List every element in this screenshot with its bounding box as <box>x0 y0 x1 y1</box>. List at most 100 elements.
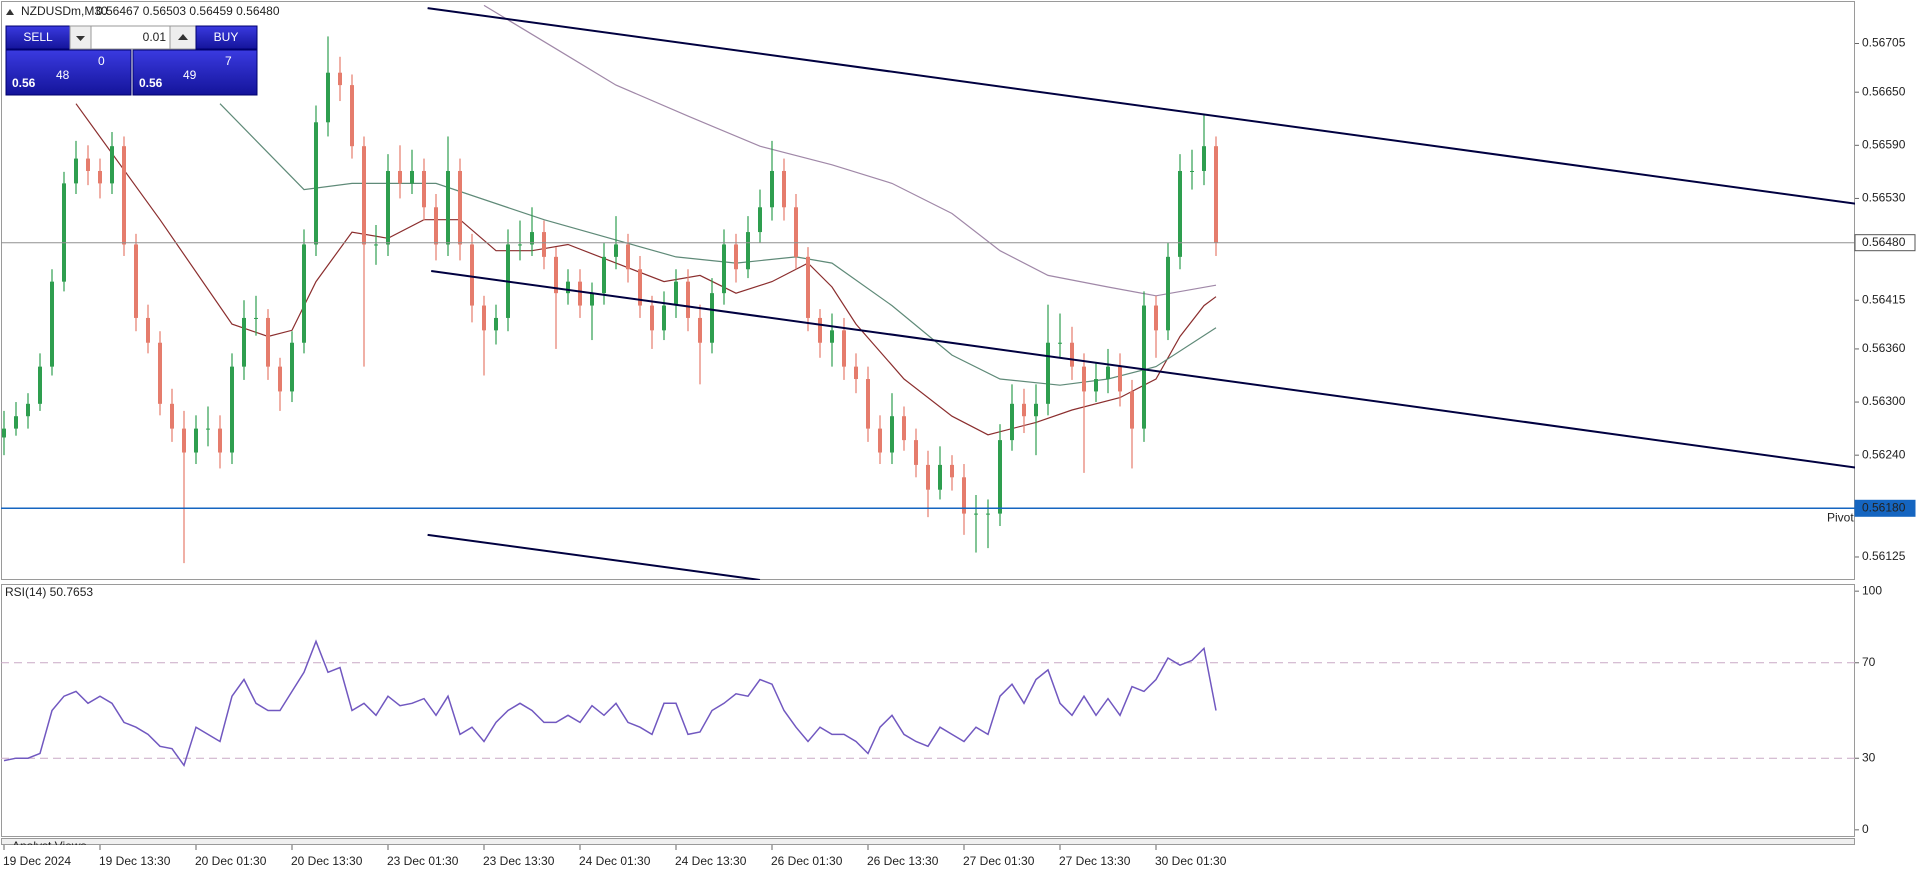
candle-body <box>1178 170 1182 257</box>
candle-body <box>470 244 474 306</box>
candle-body <box>254 317 258 319</box>
moving-average <box>483 4 1217 297</box>
candle-body <box>650 305 654 331</box>
candle-body <box>950 464 954 478</box>
candle-body <box>818 317 822 343</box>
candle-body <box>890 416 894 453</box>
candle-body <box>1082 366 1086 392</box>
y-tick-label: 0.56300 <box>1862 394 1906 408</box>
candle-body <box>206 428 210 430</box>
x-tick-label: 26 Dec 13:30 <box>867 854 939 868</box>
candle-body <box>566 281 570 294</box>
candle-body <box>386 170 390 245</box>
candle-body <box>170 403 174 429</box>
down-arrow[interactable] <box>76 36 85 41</box>
candle-body <box>590 293 594 306</box>
buy-price-prefix[interactable]: 0.56 <box>139 76 163 90</box>
candle-body <box>278 366 282 392</box>
sell-label[interactable]: SELL <box>23 30 53 44</box>
tab-clip: Analyst Views <box>12 839 86 853</box>
buy-price-box[interactable]: 0.56 49 7 <box>132 49 258 96</box>
candle-body <box>1106 366 1110 380</box>
sell-price-box[interactable]: 0.56 48 0 <box>5 49 132 96</box>
sell-button[interactable]: SELL <box>5 25 71 50</box>
candle-body <box>902 416 906 441</box>
candle-body <box>710 293 714 343</box>
y-tick-label: 0.56360 <box>1862 341 1906 355</box>
trade-panel: SELL 0.01 BUY 0.56 48 0 0.56 49 7 <box>5 9 258 96</box>
candle-body <box>326 72 330 123</box>
y-tick-label: 0.56650 <box>1862 84 1906 98</box>
rsi-pane <box>1 584 1855 837</box>
candle-body <box>806 256 810 318</box>
x-tick-label: 19 Dec 13:30 <box>99 854 171 868</box>
price-level-name: Pivot <box>1827 510 1854 524</box>
candle-body <box>110 146 114 184</box>
candle-body <box>482 305 486 331</box>
moving-average <box>75 103 1217 436</box>
candle-body <box>866 379 870 429</box>
lot-value[interactable]: 0.01 <box>143 30 167 44</box>
candle-body <box>290 342 294 392</box>
candle-body <box>614 244 618 257</box>
candle-body <box>218 428 222 453</box>
candle-body <box>242 317 246 367</box>
up-arrow[interactable] <box>178 34 188 40</box>
buy-button-bg[interactable] <box>195 25 258 50</box>
candle-body <box>374 244 378 246</box>
y-tick-label: 70 <box>1862 655 1876 669</box>
candle-body <box>74 158 78 184</box>
sell-price-bg[interactable] <box>5 49 132 96</box>
sell-price-prefix[interactable]: 0.56 <box>12 76 36 90</box>
candle-body <box>698 317 702 343</box>
candle-body <box>50 281 54 367</box>
candle-body <box>1190 170 1194 172</box>
candle-body <box>938 464 942 490</box>
x-tick-label: 27 Dec 01:30 <box>963 854 1035 868</box>
candle-body <box>722 244 726 294</box>
candle-body <box>458 170 462 245</box>
price-level-label: 0.56180 <box>1862 500 1906 514</box>
candle-body <box>62 183 66 282</box>
candle-body <box>182 428 186 453</box>
candle-body <box>158 342 162 404</box>
tab-label[interactable]: Analyst Views <box>12 839 86 853</box>
buy-button[interactable]: BUY <box>195 25 258 50</box>
price-pane <box>1 1 1855 580</box>
rsi-line <box>3 639 1217 768</box>
sell-price-sup[interactable]: 0 <box>98 54 105 68</box>
x-tick-label: 24 Dec 01:30 <box>579 854 651 868</box>
buy-price-sup[interactable]: 7 <box>225 54 232 68</box>
candle-body <box>674 281 678 306</box>
candle-body <box>662 305 666 331</box>
candle-body <box>626 244 630 270</box>
y-tick-label: 0.56530 <box>1862 191 1906 205</box>
candle-body <box>1070 342 1074 367</box>
price-level-label: 0.56480 <box>1862 235 1906 249</box>
candle-body <box>362 146 366 245</box>
buy-price-big[interactable]: 49 <box>183 68 197 82</box>
candle-body <box>638 269 642 306</box>
y-tick-label: 0.56125 <box>1862 549 1906 563</box>
collapse-icon[interactable] <box>6 9 14 15</box>
candle-body <box>854 366 858 380</box>
price-plot <box>1 4 1855 580</box>
candle-body <box>926 464 930 490</box>
candle-body <box>794 207 798 257</box>
y-tick-label: 100 <box>1862 583 1882 597</box>
sell-price-big[interactable]: 48 <box>56 68 70 82</box>
candle-body <box>494 317 498 331</box>
tab-strip <box>1 838 1855 845</box>
candle-body <box>350 85 354 147</box>
y-tick-label: 0.56590 <box>1862 137 1906 151</box>
x-tick-label: 27 Dec 13:30 <box>1059 854 1131 868</box>
candle-body <box>1010 403 1014 441</box>
chart-subtitle: 0.56467 0.56503 0.56459 0.56480 <box>96 4 280 18</box>
candle-body <box>314 122 318 245</box>
y-tick-label: 0.56240 <box>1862 447 1906 461</box>
buy-price-bg[interactable] <box>132 49 258 96</box>
buy-label[interactable]: BUY <box>214 30 239 44</box>
